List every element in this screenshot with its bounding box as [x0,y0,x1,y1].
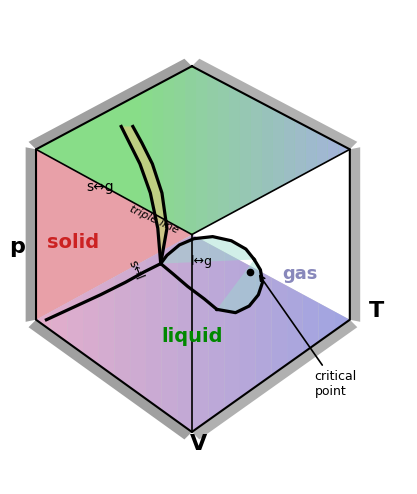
Polygon shape [185,68,196,232]
Polygon shape [36,149,192,320]
Polygon shape [146,251,161,410]
Text: solid: solid [48,233,100,252]
Polygon shape [28,59,192,149]
Polygon shape [229,86,240,214]
Polygon shape [256,269,271,387]
Polygon shape [130,93,141,207]
Polygon shape [339,144,350,155]
Polygon shape [295,121,306,179]
Polygon shape [287,286,303,364]
Text: gas: gas [282,265,318,283]
Polygon shape [115,268,130,387]
Text: liquid: liquid [161,327,223,346]
Polygon shape [319,303,334,342]
Text: V: V [189,434,207,454]
Text: l↔g: l↔g [191,255,213,268]
Text: T: T [369,301,384,322]
Polygon shape [251,97,262,203]
Polygon shape [240,260,256,398]
Polygon shape [271,278,287,375]
Polygon shape [177,235,193,431]
Polygon shape [262,103,273,197]
Polygon shape [350,147,360,322]
Text: triple line: triple line [128,205,181,236]
Polygon shape [130,260,146,399]
Polygon shape [207,74,218,226]
Polygon shape [218,80,229,220]
Polygon shape [193,235,208,431]
Polygon shape [52,303,68,342]
Polygon shape [273,109,284,191]
Polygon shape [224,252,240,409]
Polygon shape [163,76,174,225]
Polygon shape [36,149,192,320]
Polygon shape [161,237,263,313]
Polygon shape [25,147,36,322]
Text: s↔l: s↔l [126,258,146,282]
Polygon shape [68,294,83,354]
Polygon shape [152,82,163,219]
Polygon shape [192,320,357,440]
Text: p: p [9,237,25,257]
Polygon shape [141,87,152,213]
Polygon shape [28,320,192,440]
Polygon shape [192,59,357,149]
Polygon shape [328,138,339,161]
Text: s↔g: s↔g [87,180,114,194]
Polygon shape [121,126,167,264]
Polygon shape [303,294,319,353]
Polygon shape [83,286,99,365]
Polygon shape [36,311,52,331]
Polygon shape [240,91,251,208]
Polygon shape [317,132,328,167]
Text: critical
point: critical point [260,276,357,398]
Polygon shape [174,70,185,231]
Polygon shape [306,126,317,173]
Polygon shape [36,66,350,235]
Polygon shape [208,244,224,420]
Polygon shape [334,311,350,331]
Polygon shape [196,68,207,232]
Polygon shape [99,277,115,376]
Polygon shape [161,243,177,421]
Polygon shape [36,235,350,432]
Polygon shape [36,66,350,235]
Polygon shape [284,115,295,185]
